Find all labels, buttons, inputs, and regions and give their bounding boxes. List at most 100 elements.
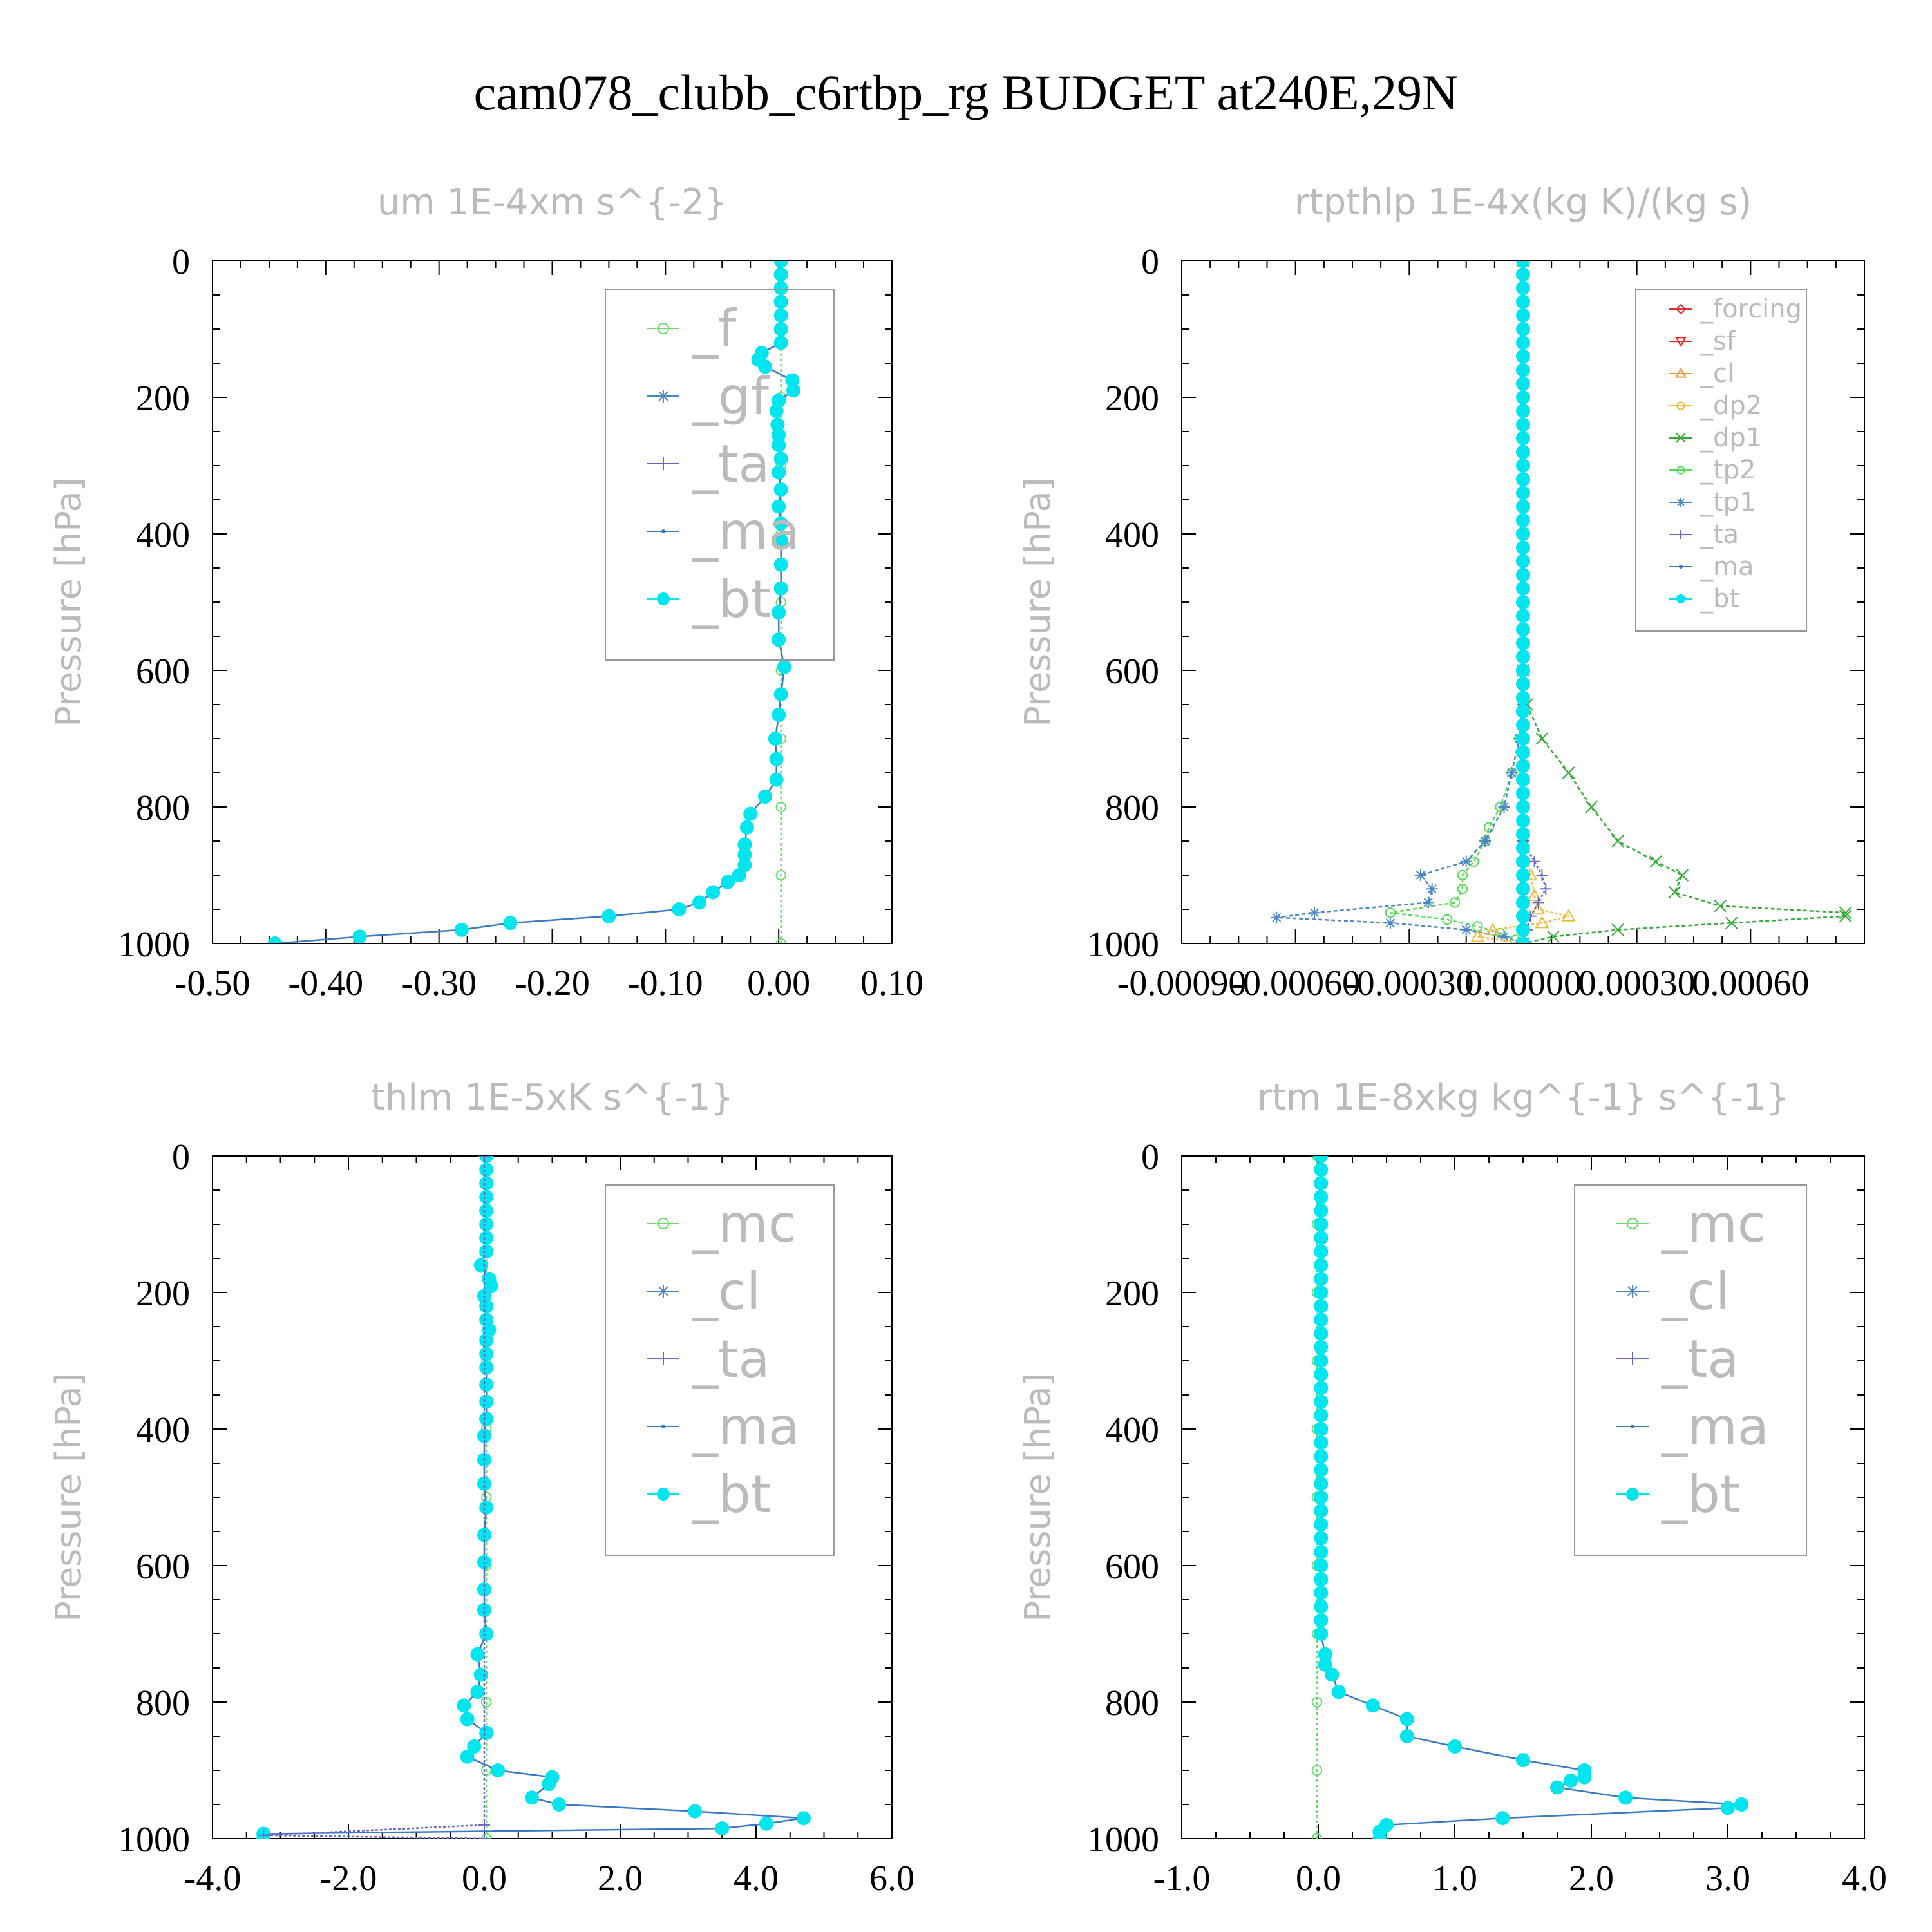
x-tick-label: 0.00030 xyxy=(1578,963,1696,1003)
series-bt xyxy=(1516,261,1530,943)
y-axis-label: Pressure [hPa] xyxy=(48,1372,89,1622)
data-point xyxy=(1516,813,1530,828)
data-point xyxy=(1516,567,1530,582)
legend-marker xyxy=(1676,433,1686,443)
x-tick-label: 1.0 xyxy=(1432,1859,1477,1899)
x-tick-label: -0.10 xyxy=(628,963,703,1003)
data-point xyxy=(1314,1299,1329,1314)
x-tick-label: -0.50 xyxy=(175,963,251,1003)
legend-marker xyxy=(1626,1352,1639,1365)
x-tick-label: 2.0 xyxy=(598,1859,643,1899)
data-point xyxy=(1314,1558,1329,1573)
data-point xyxy=(773,294,788,309)
data-point xyxy=(672,902,687,916)
legend-label: _ta xyxy=(692,434,770,494)
data-point xyxy=(477,1476,491,1491)
legend-label: _mc xyxy=(692,1194,797,1254)
plot-area xyxy=(267,261,801,943)
data-point xyxy=(758,359,773,374)
data-point xyxy=(773,533,788,548)
data-point xyxy=(1470,929,1485,942)
data-point xyxy=(1516,431,1530,446)
data-point xyxy=(479,1244,494,1259)
legend-marker xyxy=(657,1285,670,1298)
data-point xyxy=(1516,786,1530,800)
data-point xyxy=(1314,1544,1329,1559)
data-point xyxy=(785,373,800,388)
data-point xyxy=(1535,916,1549,929)
data-point xyxy=(1516,349,1530,364)
data-point xyxy=(1314,1244,1329,1259)
x-tick-label: 0.00 xyxy=(747,963,810,1003)
plot-area xyxy=(1311,1156,1749,1839)
x-tick-label: -1.0 xyxy=(1153,1859,1211,1899)
legend-label: _ma xyxy=(692,1397,800,1457)
data-point xyxy=(772,605,786,620)
data-point xyxy=(1314,1340,1329,1354)
data-point xyxy=(480,1833,492,1839)
panels: um 1E-4xm s^{-2} Pressure [hPa] -0.50 -0.40… xyxy=(48,182,1887,1899)
panel-title: um 1E-4xm s^{-2} xyxy=(377,182,727,223)
data-point xyxy=(479,1347,494,1361)
data-point xyxy=(773,267,788,282)
data-point xyxy=(479,1176,494,1191)
data-point xyxy=(454,922,469,937)
data-point xyxy=(1516,308,1530,323)
data-point xyxy=(732,868,746,882)
data-point xyxy=(773,516,788,531)
data-point xyxy=(1577,1770,1592,1785)
legend-label: _dp1 xyxy=(1700,423,1762,453)
data-point xyxy=(715,1821,730,1836)
y-tick-label: 600 xyxy=(136,1547,190,1587)
data-point xyxy=(1331,1685,1346,1700)
data-point xyxy=(773,557,788,572)
data-point xyxy=(1528,855,1540,867)
data-point xyxy=(1562,766,1575,779)
data-point xyxy=(1314,1156,1329,1163)
data-point xyxy=(460,1749,475,1764)
data-point xyxy=(484,1278,498,1293)
data-point xyxy=(1483,822,1495,833)
data-point xyxy=(1372,1832,1387,1839)
legend-marker xyxy=(661,529,665,533)
data-point xyxy=(479,1156,494,1163)
data-point xyxy=(1311,1696,1323,1708)
data-point xyxy=(1325,1667,1340,1682)
legend-marker xyxy=(1627,1218,1638,1229)
data-point xyxy=(743,806,758,821)
legend-marker xyxy=(1675,303,1687,315)
data-point xyxy=(706,885,721,900)
data-point xyxy=(1535,732,1549,745)
data-point xyxy=(352,929,367,943)
data-point xyxy=(552,1797,567,1812)
y-tick-label: 400 xyxy=(1105,515,1159,555)
data-point xyxy=(479,1333,494,1348)
data-point xyxy=(1676,869,1689,882)
legend-label: _mc xyxy=(1661,1194,1766,1254)
data-point xyxy=(1314,1367,1329,1382)
data-point xyxy=(777,659,791,674)
x-tick-label: 0.00000 xyxy=(1464,963,1582,1003)
x-tick-label: 0.00060 xyxy=(1692,963,1809,1003)
data-point xyxy=(737,837,752,852)
data-point xyxy=(470,1647,485,1662)
data-point xyxy=(1314,1504,1329,1519)
data-point xyxy=(1314,1463,1329,1477)
data-point xyxy=(1365,1698,1380,1713)
data-point xyxy=(1314,1354,1329,1368)
data-point xyxy=(1516,636,1530,650)
data-point xyxy=(772,465,786,480)
x-tick-label: 3.0 xyxy=(1705,1859,1750,1899)
data-point xyxy=(1516,581,1530,596)
data-point xyxy=(479,1162,494,1177)
data-point xyxy=(1516,622,1530,637)
legend-marker xyxy=(1626,1488,1639,1501)
data-point xyxy=(1527,888,1542,901)
legend-label: _bt xyxy=(692,1464,771,1524)
data-point xyxy=(1318,1647,1332,1662)
data-point xyxy=(479,1217,494,1231)
data-point xyxy=(1314,1572,1329,1587)
y-tick-label: 400 xyxy=(136,1410,190,1450)
data-point xyxy=(1516,499,1530,514)
